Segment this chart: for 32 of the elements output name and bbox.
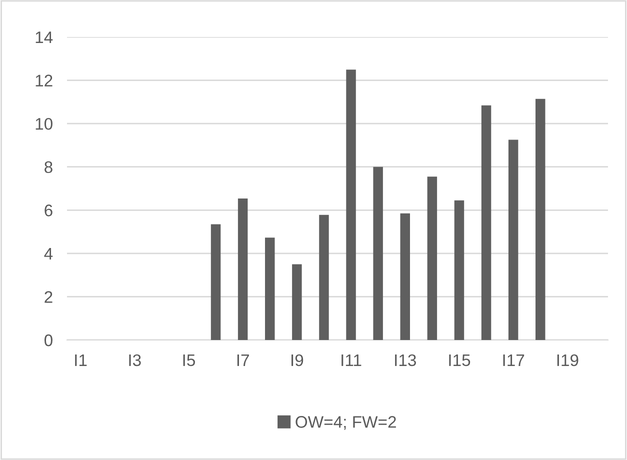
bar [265, 238, 275, 340]
y-tick-label: 10 [36, 118, 52, 130]
y-tick-label: 4 [44, 248, 53, 260]
x-tick-label: I9 [292, 354, 304, 366]
y-tick-label: 2 [44, 291, 52, 303]
x-tick-label: I7 [237, 354, 249, 366]
bar [427, 176, 438, 340]
x-tick-label: I5 [183, 354, 195, 366]
bar [373, 166, 383, 340]
bar [481, 105, 492, 340]
legend-label: OW=4; FW=2 [296, 416, 396, 430]
bar [292, 264, 302, 340]
x-tick-label: I3 [129, 354, 141, 366]
y-tick-label: 12 [36, 74, 52, 86]
x-tick-label: I17 [503, 354, 524, 366]
x-tick-label: I11 [342, 354, 362, 366]
y-tick-label: 0 [44, 334, 52, 346]
x-tick-label: I19 [557, 354, 578, 366]
bar [238, 198, 248, 340]
bar [319, 214, 329, 340]
bar [536, 98, 546, 340]
bar [346, 70, 356, 340]
y-tick-label: 14 [36, 32, 53, 44]
bar [508, 140, 518, 340]
bar [210, 224, 221, 340]
x-tick-label: I1 [75, 354, 87, 366]
bar [400, 213, 410, 340]
bar [454, 200, 464, 340]
y-tick-label: 8 [44, 161, 52, 174]
x-tick-label: I13 [395, 354, 416, 366]
y-tick-label: 6 [44, 204, 52, 216]
x-tick-label: I15 [449, 354, 470, 366]
